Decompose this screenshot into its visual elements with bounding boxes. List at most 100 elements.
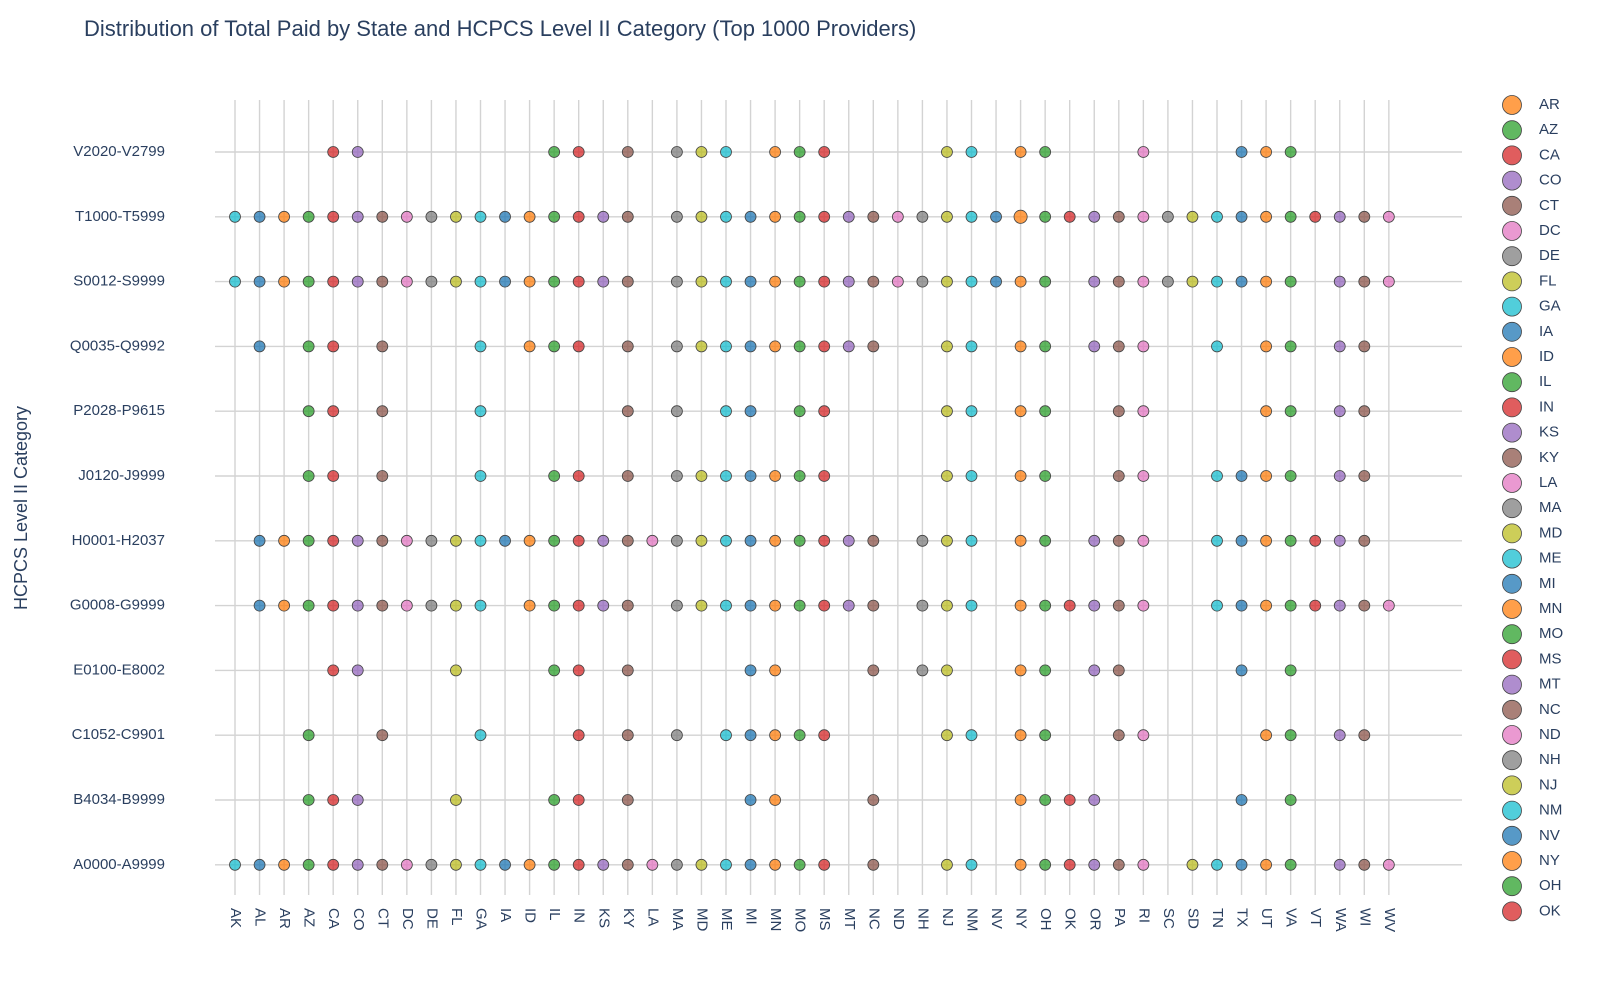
bubble-id-s0012-s9999[interactable] [523, 275, 536, 288]
bubble-wi-h0001-h2037[interactable] [1358, 534, 1371, 547]
bubble-tx-a0000-a9999[interactable] [1235, 858, 1248, 871]
bubble-az-b4034-b9999[interactable] [302, 794, 315, 806]
bubble-tn-j0120-j9999[interactable] [1211, 470, 1223, 482]
legend-item-mt[interactable]: MT [1502, 674, 1561, 695]
bubble-ma-c1052-c9901[interactable] [671, 729, 683, 742]
bubble-ky-q0035-q9992[interactable] [621, 340, 634, 353]
bubble-al-q0035-q9992[interactable] [253, 340, 266, 353]
bubble-va-a0000-a9999[interactable] [1284, 858, 1297, 871]
bubble-ut-a0000-a9999[interactable] [1260, 858, 1272, 871]
bubble-ri-h0001-h2037[interactable] [1137, 534, 1150, 547]
bubble-dc-a0000-a9999[interactable] [400, 858, 413, 871]
bubble-mn-q0035-q9992[interactable] [769, 340, 781, 353]
bubble-ut-j0120-j9999[interactable] [1260, 470, 1272, 482]
bubble-mt-t1000-t5999[interactable] [842, 210, 855, 223]
legend-item-ia[interactable]: IA [1502, 321, 1554, 342]
bubble-id-g0008-g9999[interactable] [523, 599, 536, 612]
bubble-me-j0120-j9999[interactable] [720, 470, 732, 482]
bubble-pa-g0008-g9999[interactable] [1112, 599, 1125, 612]
bubble-ny-v2020-v2799[interactable] [1014, 146, 1027, 158]
bubble-pa-a0000-a9999[interactable] [1112, 858, 1125, 871]
bubble-nc-b4034-b9999[interactable] [867, 794, 880, 806]
bubble-in-j0120-j9999[interactable] [572, 470, 585, 482]
bubble-ky-e0100-e8002[interactable] [621, 664, 634, 677]
bubble-ms-t1000-t5999[interactable] [818, 210, 831, 223]
bubble-va-v2020-v2799[interactable] [1284, 146, 1297, 158]
bubble-ga-j0120-j9999[interactable] [474, 470, 487, 482]
bubble-il-a0000-a9999[interactable] [548, 858, 561, 871]
bubble-sd-s0012-s9999[interactable] [1186, 275, 1199, 288]
bubble-md-g0008-g9999[interactable] [695, 599, 708, 612]
bubble-wv-s0012-s9999[interactable] [1382, 275, 1395, 288]
legend-item-ma[interactable]: MA [1502, 498, 1562, 519]
bubble-ca-v2020-v2799[interactable] [327, 146, 340, 158]
legend-item-me[interactable]: ME [1502, 548, 1562, 569]
bubble-me-s0012-s9999[interactable] [720, 275, 732, 288]
bubble-ms-c1052-c9901[interactable] [818, 729, 831, 742]
bubble-ky-t1000-t5999[interactable] [621, 210, 634, 223]
bubble-co-s0012-s9999[interactable] [351, 275, 364, 288]
bubble-wa-s0012-s9999[interactable] [1333, 275, 1346, 288]
legend-item-ar[interactable]: AR [1502, 95, 1561, 115]
bubble-oh-j0120-j9999[interactable] [1039, 470, 1052, 482]
bubble-ut-h0001-h2037[interactable] [1260, 534, 1272, 547]
bubble-wa-p2028-p9615[interactable] [1333, 405, 1346, 418]
bubble-mn-e0100-e8002[interactable] [769, 664, 781, 677]
bubble-al-t1000-t5999[interactable] [253, 210, 266, 223]
bubble-wa-j0120-j9999[interactable] [1333, 470, 1346, 482]
bubble-mi-c1052-c9901[interactable] [744, 729, 757, 742]
bubble-ia-a0000-a9999[interactable] [499, 858, 511, 871]
bubble-nj-h0001-h2037[interactable] [941, 534, 953, 547]
legend-item-nm[interactable]: NM [1502, 800, 1563, 821]
bubble-ct-a0000-a9999[interactable] [376, 858, 389, 871]
bubble-ri-t1000-t5999[interactable] [1137, 210, 1150, 223]
bubble-tn-a0000-a9999[interactable] [1211, 858, 1223, 871]
bubble-mi-e0100-e8002[interactable] [744, 664, 757, 677]
bubble-wi-t1000-t5999[interactable] [1358, 210, 1371, 223]
bubble-md-t1000-t5999[interactable] [695, 210, 708, 223]
bubble-co-a0000-a9999[interactable] [351, 858, 364, 871]
bubble-co-h0001-h2037[interactable] [351, 534, 364, 547]
bubble-vt-t1000-t5999[interactable] [1309, 210, 1322, 223]
bubble-nc-e0100-e8002[interactable] [867, 664, 880, 677]
bubble-ma-h0001-h2037[interactable] [671, 534, 683, 547]
bubble-mo-c1052-c9901[interactable] [793, 729, 806, 742]
legend-item-nh[interactable]: NH [1502, 750, 1561, 771]
bubble-va-g0008-g9999[interactable] [1284, 599, 1297, 612]
legend-item-md[interactable]: MD [1502, 523, 1563, 544]
bubble-vt-g0008-g9999[interactable] [1309, 599, 1322, 612]
bubble-id-a0000-a9999[interactable] [523, 858, 536, 871]
bubble-ct-q0035-q9992[interactable] [376, 340, 389, 353]
bubble-ia-h0001-h2037[interactable] [499, 534, 511, 547]
bubble-ia-t1000-t5999[interactable] [499, 210, 511, 223]
bubble-ok-g0008-g9999[interactable] [1063, 599, 1076, 612]
bubble-mo-h0001-h2037[interactable] [793, 534, 806, 547]
bubble-mi-b4034-b9999[interactable] [744, 794, 757, 806]
bubble-wi-a0000-a9999[interactable] [1358, 858, 1371, 871]
bubble-md-h0001-h2037[interactable] [695, 534, 708, 547]
bubble-oh-p2028-p9615[interactable] [1039, 405, 1052, 418]
bubble-wa-c1052-c9901[interactable] [1333, 729, 1346, 742]
bubble-az-a0000-a9999[interactable] [302, 858, 315, 871]
bubble-ut-p2028-p9615[interactable] [1260, 405, 1272, 418]
bubble-co-v2020-v2799[interactable] [351, 146, 364, 158]
legend-item-fl[interactable]: FL [1502, 271, 1557, 292]
legend-item-il[interactable]: IL [1502, 372, 1552, 393]
bubble-dc-g0008-g9999[interactable] [400, 599, 413, 612]
bubble-in-t1000-t5999[interactable] [572, 210, 585, 223]
bubble-ri-c1052-c9901[interactable] [1137, 729, 1150, 742]
bubble-ca-j0120-j9999[interactable] [327, 470, 340, 482]
bubble-ct-h0001-h2037[interactable] [376, 534, 389, 547]
bubble-ny-b4034-b9999[interactable] [1014, 794, 1027, 806]
bubble-pa-j0120-j9999[interactable] [1112, 470, 1125, 482]
bubble-tn-t1000-t5999[interactable] [1211, 210, 1223, 223]
bubble-vt-h0001-h2037[interactable] [1309, 534, 1322, 547]
bubble-nm-a0000-a9999[interactable] [965, 858, 978, 871]
bubble-ks-t1000-t5999[interactable] [597, 210, 610, 223]
bubble-wv-g0008-g9999[interactable] [1382, 599, 1395, 612]
bubble-ky-a0000-a9999[interactable] [621, 858, 634, 871]
legend-item-nc[interactable]: NC [1502, 699, 1561, 720]
bubble-ma-j0120-j9999[interactable] [671, 470, 683, 482]
bubble-va-q0035-q9992[interactable] [1284, 340, 1297, 353]
bubble-pa-s0012-s9999[interactable] [1112, 275, 1125, 288]
